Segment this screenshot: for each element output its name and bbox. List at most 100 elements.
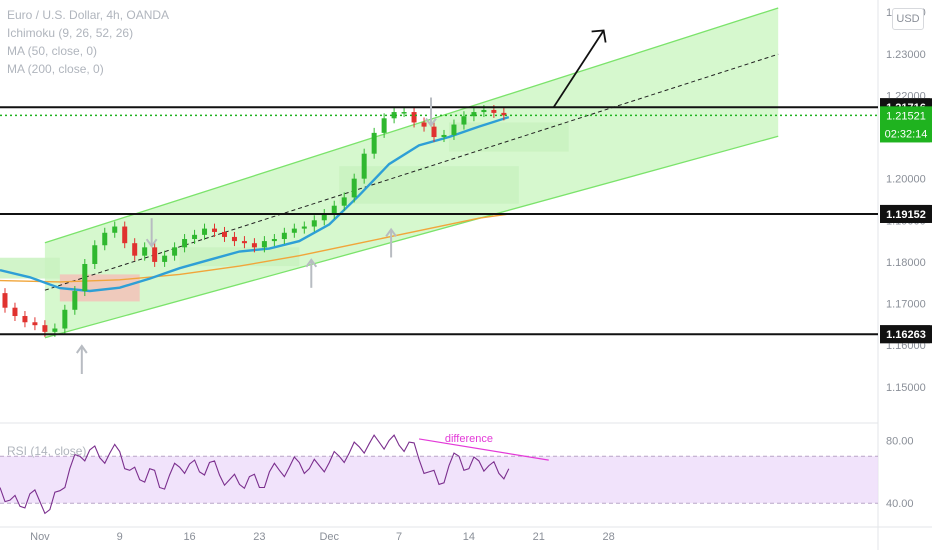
candle-body	[411, 112, 417, 123]
candle-body	[42, 325, 48, 332]
candle-body	[371, 132, 377, 154]
candle-body	[22, 316, 28, 323]
candle-body	[491, 109, 497, 113]
candle-body	[122, 226, 128, 244]
ichimoku-cloud-segment-0	[0, 257, 60, 279]
rsi-tick-label: 80.00	[886, 436, 914, 448]
candle-body	[381, 118, 387, 133]
candle-body	[192, 234, 198, 240]
candle-body	[92, 245, 98, 264]
candle-body	[481, 109, 487, 113]
rsi-tick-label: 40.00	[886, 498, 914, 510]
legend-title[interactable]: Euro / U.S. Dollar, 4h, OANDA	[7, 8, 170, 22]
level-tag-text-3: 1.16263	[886, 329, 926, 341]
time-tick-label: 7	[396, 531, 402, 543]
time-tick-label: 14	[463, 531, 475, 543]
price-tick-label: 1.23000	[886, 49, 926, 61]
candle-body	[102, 232, 108, 246]
time-tick-label: 23	[253, 531, 265, 543]
candle-body	[231, 236, 237, 242]
candle-body	[32, 322, 38, 326]
ma200-line	[0, 213, 509, 283]
candle-body	[212, 228, 218, 232]
candle-body	[62, 309, 68, 329]
currency-button[interactable]: USD	[892, 8, 924, 30]
time-tick-label: Nov	[30, 531, 50, 543]
projection-arrow-line	[552, 29, 605, 108]
price-tick-label: 1.15000	[886, 382, 926, 394]
time-tick-label: Dec	[319, 531, 339, 543]
candle-body	[202, 228, 208, 235]
candle-body	[72, 291, 78, 310]
candle-body	[52, 328, 58, 332]
candle-body	[341, 197, 347, 206]
ichimoku-cloud-segment-4	[448, 122, 569, 152]
time-tick-label: 9	[117, 531, 123, 543]
rsi-line	[0, 434, 510, 515]
candle-body	[471, 112, 477, 117]
current-price-text: 1.21521	[886, 110, 926, 122]
candle-body	[261, 241, 267, 248]
candle-body	[501, 112, 507, 116]
candle-body	[361, 153, 367, 179]
candle-body	[221, 231, 227, 237]
candle-body	[12, 307, 18, 317]
candle-body	[132, 243, 138, 256]
candle-body	[391, 112, 397, 119]
candle-body	[271, 239, 277, 242]
candle-body	[291, 228, 297, 233]
candle-body	[451, 124, 457, 135]
rsi-divergence-line	[418, 438, 549, 461]
candle-body	[281, 232, 287, 240]
current-price-cover	[880, 106, 932, 143]
time-tick-label: 16	[183, 531, 195, 543]
candle-body	[321, 214, 327, 221]
countdown-text: 02:32:14	[885, 128, 928, 140]
chart-legend: Euro / U.S. Dollar, 4h, OANDA Ichimoku (…	[7, 6, 169, 78]
rsi-legend[interactable]: RSI (14, close)	[7, 444, 87, 458]
price-tick-label: 1.18000	[886, 257, 926, 269]
projection-arrow-head	[591, 29, 607, 43]
candle-body	[331, 205, 337, 215]
candle-body	[82, 263, 88, 292]
marker-arrow-head-1	[145, 238, 158, 248]
rsi-annotation: difference	[445, 433, 493, 445]
legend-ichimoku[interactable]: Ichimoku (9, 26, 52, 26)	[7, 26, 134, 40]
candle-body	[441, 134, 447, 138]
channel-mid-line	[44, 53, 779, 291]
price-tick-label: 1.20000	[886, 174, 926, 186]
time-tick-label: 21	[533, 531, 545, 543]
level-tag-cover-2	[880, 204, 932, 223]
candle-body	[421, 122, 427, 127]
marker-arrow-head-3	[385, 227, 397, 238]
candle-body	[112, 226, 118, 233]
candle-body	[152, 247, 158, 262]
candle-body	[461, 116, 467, 125]
rsi-band	[0, 456, 878, 504]
legend-ma200[interactable]: MA (200, close, 0)	[7, 62, 104, 76]
candle-body	[351, 178, 357, 198]
candle-body	[2, 293, 8, 308]
channel-lower-line	[44, 135, 779, 339]
candle-body	[401, 112, 407, 114]
candle-body	[251, 243, 257, 248]
candle-body	[162, 255, 168, 262]
candle-body	[241, 241, 247, 244]
level-tag-cover-3	[880, 325, 932, 344]
candle-body	[142, 247, 148, 256]
marker-arrow-head-2	[305, 258, 318, 268]
level-tag-text-2: 1.19152	[886, 209, 926, 221]
candle-body	[431, 126, 437, 138]
marker-arrow-head-0	[75, 344, 88, 354]
candle-body	[182, 239, 188, 248]
price-tick-label: 1.17000	[886, 299, 926, 311]
marker-arrow-head-4	[425, 117, 437, 128]
time-tick-label: 28	[602, 531, 614, 543]
candle-body	[311, 220, 317, 227]
candle-body	[301, 226, 307, 229]
candle-body	[172, 247, 178, 256]
legend-ma50[interactable]: MA (50, close, 0)	[7, 44, 98, 58]
channel-upper-line	[44, 7, 779, 244]
